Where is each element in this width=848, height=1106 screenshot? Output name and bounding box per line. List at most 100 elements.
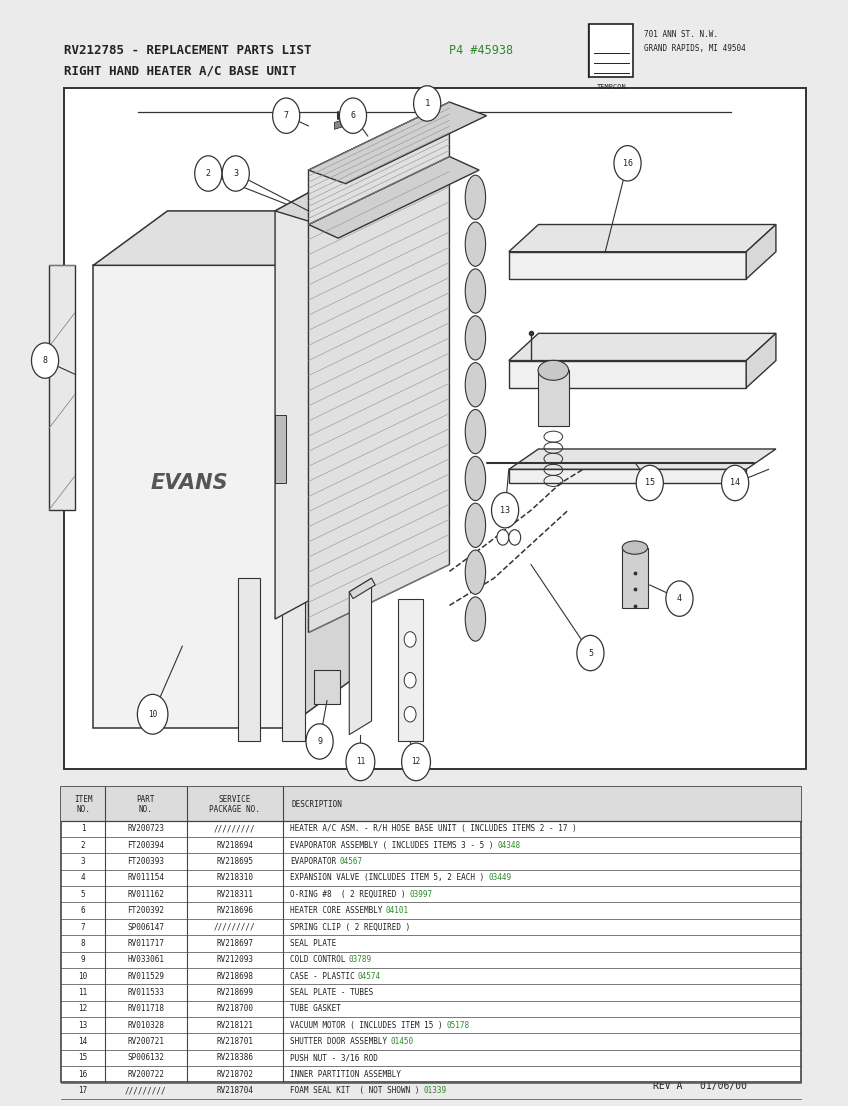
Text: RV218701: RV218701 <box>216 1037 254 1046</box>
Text: FOAM SEAL KIT  ( NOT SHOWN ): FOAM SEAL KIT ( NOT SHOWN ) <box>290 1086 420 1095</box>
Text: SEAL PLATE: SEAL PLATE <box>290 939 337 948</box>
Polygon shape <box>275 156 420 225</box>
Ellipse shape <box>466 269 486 313</box>
Text: RV200722: RV200722 <box>127 1070 165 1078</box>
Text: 03789: 03789 <box>349 956 371 964</box>
Text: HEATER CORE ASSEMBLY: HEATER CORE ASSEMBLY <box>290 906 382 915</box>
Text: 7: 7 <box>81 922 86 931</box>
Text: 3: 3 <box>233 169 238 178</box>
Text: SHUTTER DOOR ASSEMBLY: SHUTTER DOOR ASSEMBLY <box>290 1037 388 1046</box>
Circle shape <box>339 98 366 134</box>
Text: RV218311: RV218311 <box>216 890 254 899</box>
Text: 13: 13 <box>500 505 510 514</box>
Polygon shape <box>309 156 479 238</box>
Polygon shape <box>287 211 360 728</box>
Ellipse shape <box>538 361 568 380</box>
Circle shape <box>404 672 416 688</box>
Text: HV033061: HV033061 <box>127 956 165 964</box>
Polygon shape <box>509 225 776 252</box>
Text: VACUUM MOTOR ( INCLUDES ITEM 15 ): VACUUM MOTOR ( INCLUDES ITEM 15 ) <box>290 1021 443 1030</box>
Text: TEMPCON: TEMPCON <box>596 84 627 90</box>
Text: INNER PARTITION ASSEMBLY: INNER PARTITION ASSEMBLY <box>290 1070 401 1078</box>
Text: FT200392: FT200392 <box>127 906 165 915</box>
Text: 4: 4 <box>81 874 86 883</box>
Circle shape <box>666 581 693 616</box>
Text: /////////: ///////// <box>214 922 256 931</box>
Text: RV218694: RV218694 <box>216 841 254 849</box>
Text: 6: 6 <box>350 112 355 121</box>
Text: SP006147: SP006147 <box>127 922 165 931</box>
Text: 701 ANN ST. N.W.: 701 ANN ST. N.W. <box>644 30 717 39</box>
Text: 11: 11 <box>356 758 365 766</box>
Text: CASE - PLASTIC: CASE - PLASTIC <box>290 972 354 981</box>
Polygon shape <box>282 578 304 741</box>
Text: RV218699: RV218699 <box>216 988 254 997</box>
Polygon shape <box>509 361 746 388</box>
Text: 14: 14 <box>730 479 740 488</box>
Ellipse shape <box>466 550 486 594</box>
Text: RV218386: RV218386 <box>216 1054 254 1063</box>
Text: DESCRIPTION: DESCRIPTION <box>292 800 343 808</box>
Ellipse shape <box>622 541 648 554</box>
Text: SPRING CLIP ( 2 REQUIRED ): SPRING CLIP ( 2 REQUIRED ) <box>290 922 410 931</box>
Text: 2: 2 <box>81 841 86 849</box>
Polygon shape <box>93 265 287 728</box>
Text: 04574: 04574 <box>358 972 381 981</box>
Text: EVAPORATOR: EVAPORATOR <box>290 857 337 866</box>
Text: 05178: 05178 <box>447 1021 470 1030</box>
Text: RV218700: RV218700 <box>216 1004 254 1013</box>
Circle shape <box>404 632 416 647</box>
Text: RV218697: RV218697 <box>216 939 254 948</box>
Text: FT200394: FT200394 <box>127 841 165 849</box>
Text: SP006132: SP006132 <box>127 1054 165 1063</box>
Text: ITEM
NO.: ITEM NO. <box>74 794 92 814</box>
Polygon shape <box>398 598 423 741</box>
Text: RV200721: RV200721 <box>127 1037 165 1046</box>
Text: FT200393: FT200393 <box>127 857 165 866</box>
Text: RV212093: RV212093 <box>216 956 254 964</box>
Text: GRAND RAPIDS, MI 49504: GRAND RAPIDS, MI 49504 <box>644 44 745 53</box>
Ellipse shape <box>466 503 486 547</box>
Circle shape <box>577 635 604 670</box>
Ellipse shape <box>466 222 486 267</box>
Text: O-RING #8  ( 2 REQUIRED ): O-RING #8 ( 2 REQUIRED ) <box>290 890 405 899</box>
Text: /////////: ///////// <box>214 824 256 833</box>
Ellipse shape <box>466 363 486 407</box>
Bar <box>538 371 568 426</box>
Text: P4 #45938: P4 #45938 <box>449 44 514 58</box>
Text: COLD CONTROL: COLD CONTROL <box>290 956 345 964</box>
Text: 5: 5 <box>588 648 593 658</box>
Text: 04348: 04348 <box>498 841 521 849</box>
Text: RV218310: RV218310 <box>216 874 254 883</box>
Text: /////////: ///////// <box>125 1086 167 1095</box>
Text: 03997: 03997 <box>409 890 432 899</box>
Text: 8: 8 <box>81 939 86 948</box>
Text: RV212785 - REPLACEMENT PARTS LIST: RV212785 - REPLACEMENT PARTS LIST <box>64 44 311 58</box>
Text: RV010328: RV010328 <box>127 1021 165 1030</box>
Ellipse shape <box>466 457 486 501</box>
Ellipse shape <box>466 175 486 219</box>
Text: EVANS: EVANS <box>151 473 229 493</box>
Text: HEATER A/C ASM. - R/H HOSE BASE UNIT ( INCLUDES ITEMS 2 - 17 ): HEATER A/C ASM. - R/H HOSE BASE UNIT ( I… <box>290 824 577 833</box>
Polygon shape <box>349 578 371 734</box>
Polygon shape <box>48 265 75 510</box>
Text: RV218698: RV218698 <box>216 972 254 981</box>
Text: TUBE GASKET: TUBE GASKET <box>290 1004 341 1013</box>
Text: 8: 8 <box>42 356 47 365</box>
Text: RV011718: RV011718 <box>127 1004 165 1013</box>
Polygon shape <box>93 211 360 265</box>
Polygon shape <box>309 102 449 225</box>
Bar <box>315 670 340 703</box>
Text: 04567: 04567 <box>339 857 362 866</box>
Polygon shape <box>509 449 776 469</box>
Text: 15: 15 <box>644 479 655 488</box>
Text: EXPANSION VALVE (INCLUDES ITEM 5, 2 EACH ): EXPANSION VALVE (INCLUDES ITEM 5, 2 EACH… <box>290 874 484 883</box>
Bar <box>589 24 633 77</box>
Text: RV011154: RV011154 <box>127 874 165 883</box>
Circle shape <box>614 146 641 181</box>
Ellipse shape <box>466 316 486 361</box>
Text: 03449: 03449 <box>488 874 511 883</box>
Circle shape <box>497 530 509 545</box>
Text: 17: 17 <box>79 1086 87 1095</box>
Circle shape <box>273 98 300 134</box>
